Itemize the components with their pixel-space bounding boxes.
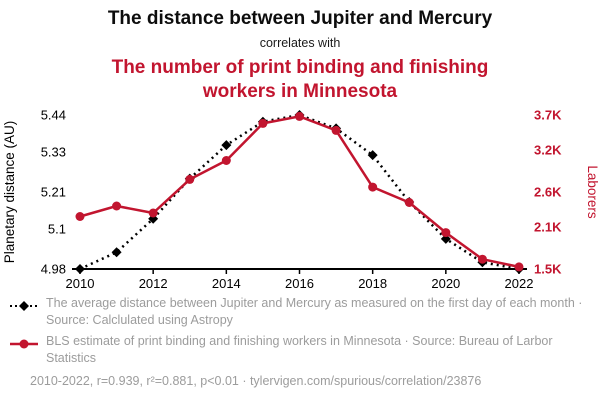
data-point (148, 208, 158, 218)
stats-footer: 2010-2022, r=0.939, r²=0.881, p<0.01 · t… (30, 374, 482, 389)
left-tick-label: 5.1 (48, 222, 66, 237)
x-tick-label: 2012 (139, 276, 168, 291)
data-point (331, 126, 341, 136)
x-tick-label: 2022 (505, 276, 534, 291)
legend-item-distance: The average distance between Jupiter and… (10, 295, 592, 328)
series-line-0 (79, 114, 520, 271)
data-point (295, 112, 304, 122)
series-line-1 (79, 115, 520, 269)
chart-legend: The average distance between Jupiter and… (0, 293, 600, 366)
x-tick-label: 2020 (431, 276, 460, 291)
data-point (112, 201, 122, 211)
data-point (514, 262, 524, 272)
diamond-dotted-line-icon (10, 295, 38, 328)
right-axis-title: Laborers (585, 166, 600, 220)
data-point (75, 264, 85, 275)
correlation-chart: 2010 2012 2014 2016 2018 2020 2022 4.98 5.1 5.21 5… (2, 108, 600, 292)
chart-subtitle: The number of print binding and finishin… (111, 56, 489, 102)
data-point (221, 156, 231, 166)
data-point (367, 150, 378, 161)
right-tick-label: 2.1K (534, 220, 562, 235)
data-point (185, 175, 195, 185)
right-tick-label: 1.5K (534, 262, 562, 277)
data-point (477, 254, 487, 264)
legend-item-laborers: BLS estimate of print binding and finish… (10, 333, 592, 366)
data-point (221, 140, 232, 151)
chart-title: The distance between Jupiter and Mercury (107, 8, 493, 29)
left-tick-label: 5.33 (41, 145, 66, 160)
x-tick-label: 2010 (66, 276, 95, 291)
chart-header: The distance between Jupiter and Mercury… (0, 0, 600, 103)
left-tick-label: 5.44 (41, 108, 66, 123)
data-point (258, 119, 268, 129)
legend-text-laborers: BLS estimate of print binding and finish… (46, 334, 553, 365)
left-tick-label: 5.21 (41, 185, 66, 200)
right-tick-label: 3.2K (534, 143, 562, 158)
circle-solid-line-icon (10, 333, 38, 366)
x-tick-label: 2016 (285, 276, 314, 291)
data-point (368, 182, 378, 192)
right-tick-label: 2.6K (534, 185, 562, 200)
legend-text-distance: The average distance between Jupiter and… (46, 296, 583, 327)
left-axis-title: Planetary distance (AU) (2, 121, 17, 264)
data-point (441, 228, 451, 238)
right-tick-label: 3.7K (534, 108, 562, 123)
data-point (440, 234, 451, 245)
data-point (75, 212, 85, 222)
data-point (111, 247, 122, 258)
left-tick-label: 4.98 (41, 262, 66, 277)
data-point (404, 198, 414, 208)
correlates-with-label: correlates with (259, 35, 341, 50)
x-tick-label: 2018 (358, 276, 387, 291)
x-tick-label: 2014 (212, 276, 241, 291)
